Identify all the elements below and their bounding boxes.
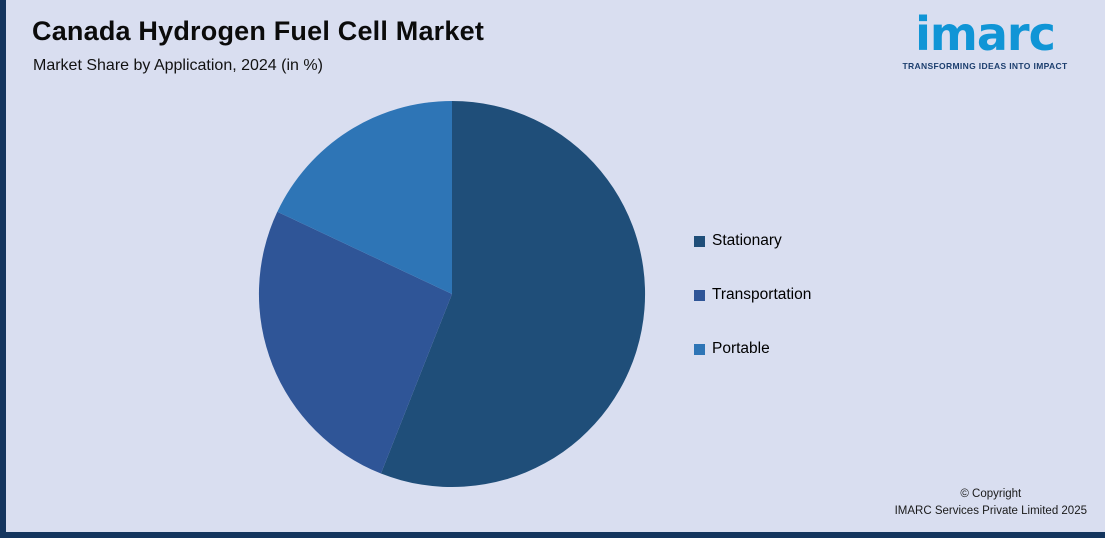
legend-label-portable: Portable	[712, 340, 770, 357]
imarc-wordmark: imarc	[915, 7, 1056, 61]
copyright-line1: © Copyright	[960, 487, 1022, 500]
copyright-notice: © Copyright IMARC Services Private Limit…	[895, 486, 1087, 521]
pie-chart-container	[256, 98, 648, 490]
imarc-logo: imarc TRANSFORMING IDEAS INTO IMPACT	[877, 7, 1093, 72]
legend-item-portable: Portable	[694, 340, 811, 358]
pie-slice-transportation	[258, 211, 452, 474]
legend-label-stationary: Stationary	[712, 232, 782, 249]
pie-slice-portable	[277, 100, 452, 294]
chart-title: Canada Hydrogen Fuel Cell Market	[32, 16, 485, 46]
pie-slice-stationary	[380, 100, 646, 488]
copyright-line2: IMARC Services Private Limited 2025	[894, 504, 1087, 517]
pie-chart	[258, 100, 646, 488]
legend-marker-stationary	[694, 235, 705, 247]
legend-marker-portable	[694, 343, 705, 355]
chart-legend: Stationary Transportation Portable	[694, 232, 811, 358]
imarc-tagline: TRANSFORMING IDEAS INTO IMPACT	[902, 61, 1068, 72]
legend-label-transportation: Transportation	[712, 286, 812, 303]
legend-item-stationary: Stationary	[694, 232, 811, 250]
chart-subtitle: Market Share by Application, 2024 (in %)	[33, 57, 323, 74]
legend-item-transportation: Transportation	[694, 286, 811, 304]
legend-marker-transportation	[694, 289, 705, 301]
